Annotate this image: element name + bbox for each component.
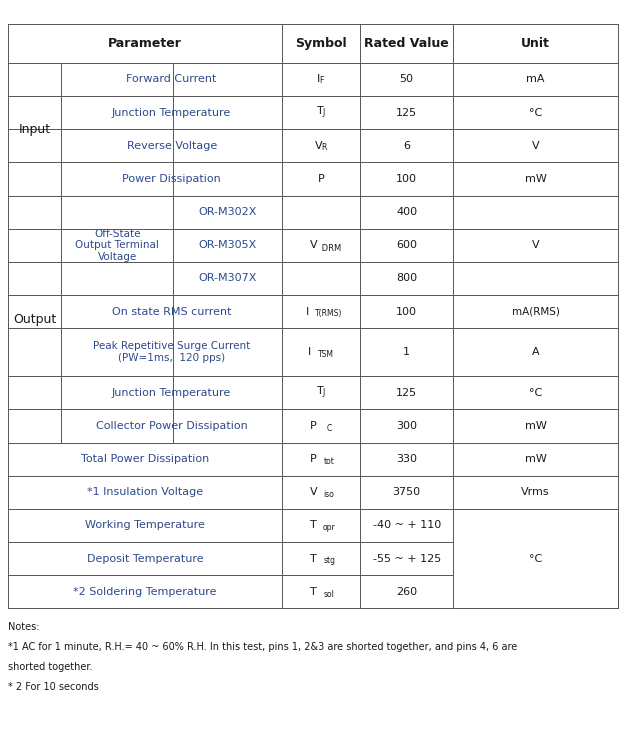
Text: mW: mW [525, 454, 546, 464]
Text: V: V [310, 240, 318, 250]
Text: Rated Value: Rated Value [364, 36, 449, 50]
Text: A: A [532, 347, 539, 357]
Text: Notes:: Notes: [8, 622, 39, 632]
Text: T(RMS): T(RMS) [315, 309, 342, 318]
Text: °C: °C [529, 108, 542, 117]
Text: mA: mA [526, 74, 545, 85]
Text: Vrms: Vrms [521, 487, 550, 497]
Text: -40 ~ + 110: -40 ~ + 110 [372, 520, 441, 531]
Text: V: V [532, 240, 539, 250]
Text: 800: 800 [396, 273, 417, 283]
Text: mW: mW [525, 421, 546, 431]
Text: °C: °C [529, 554, 542, 564]
Text: Output: Output [13, 313, 56, 325]
Text: I: I [308, 347, 311, 357]
Text: Deposit Temperature: Deposit Temperature [87, 554, 204, 564]
Text: 100: 100 [396, 174, 417, 184]
Text: P: P [310, 421, 317, 431]
Text: opr: opr [323, 523, 336, 532]
Text: $\mathregular{T_J}$: $\mathregular{T_J}$ [316, 105, 326, 121]
Text: $\mathregular{I_F}$: $\mathregular{I_F}$ [317, 73, 325, 86]
Text: 50: 50 [400, 74, 413, 85]
Text: OR-M305X: OR-M305X [198, 240, 257, 250]
Text: 400: 400 [396, 207, 417, 217]
Text: Symbol: Symbol [295, 36, 347, 50]
Text: Unit: Unit [521, 36, 550, 50]
Text: Junction Temperature: Junction Temperature [112, 108, 231, 117]
Text: T: T [310, 520, 317, 531]
Text: OR-M302X: OR-M302X [198, 207, 257, 217]
Text: Input: Input [19, 123, 51, 136]
Text: DRM: DRM [319, 244, 342, 253]
Text: *1 Insulation Voltage: *1 Insulation Voltage [87, 487, 203, 497]
Text: I: I [306, 307, 309, 317]
Text: stg: stg [323, 557, 335, 565]
Text: Forward Current: Forward Current [126, 74, 217, 85]
Text: T: T [310, 587, 317, 597]
Text: P: P [310, 454, 317, 464]
Text: V: V [310, 487, 317, 497]
Text: mW: mW [525, 174, 546, 184]
Text: C: C [327, 424, 332, 432]
Text: V: V [532, 140, 539, 151]
Text: Power Dissipation: Power Dissipation [122, 174, 221, 184]
Text: 300: 300 [396, 421, 417, 431]
Text: 600: 600 [396, 240, 417, 250]
Text: sol: sol [324, 589, 334, 599]
Text: * 2 For 10 seconds: * 2 For 10 seconds [8, 681, 98, 692]
Text: 125: 125 [396, 388, 417, 398]
Text: $\mathregular{V_R}$: $\mathregular{V_R}$ [314, 139, 329, 153]
Text: Working Temperature: Working Temperature [85, 520, 205, 531]
Text: iso: iso [324, 490, 334, 499]
Text: 6: 6 [403, 140, 410, 151]
Text: shorted together.: shorted together. [8, 662, 92, 672]
Text: Parameter: Parameter [108, 36, 182, 50]
Text: Peak Repetitive Surge Current
(PW=1ms,  120 pps): Peak Repetitive Surge Current (PW=1ms, 1… [93, 341, 250, 363]
Text: 1: 1 [403, 347, 410, 357]
Text: T: T [310, 554, 317, 564]
Text: 3750: 3750 [393, 487, 421, 497]
Bar [453, 509, 618, 609]
Text: TSM: TSM [318, 350, 334, 359]
Text: *1 AC for 1 minute, R.H.= 40 ~ 60% R.H. In this test, pins 1, 2&3 are shorted to: *1 AC for 1 minute, R.H.= 40 ~ 60% R.H. … [8, 642, 517, 652]
Text: P: P [318, 174, 324, 184]
Text: Junction Temperature: Junction Temperature [112, 388, 231, 398]
Text: *2 Soldering Temperature: *2 Soldering Temperature [73, 587, 216, 597]
Text: 260: 260 [396, 587, 417, 597]
Text: 125: 125 [396, 108, 417, 117]
Text: OR-M307X: OR-M307X [198, 273, 257, 283]
Text: 100: 100 [396, 307, 417, 317]
Text: 330: 330 [396, 454, 417, 464]
Text: mA(RMS): mA(RMS) [512, 307, 559, 317]
Text: Reverse Voltage: Reverse Voltage [126, 140, 217, 151]
Text: On state RMS current: On state RMS current [112, 307, 231, 317]
Text: Collector Power Dissipation: Collector Power Dissipation [96, 421, 248, 431]
Text: Off-State
Output Terminal
Voltage: Off-State Output Terminal Voltage [75, 229, 159, 262]
Text: -55 ~ + 125: -55 ~ + 125 [372, 554, 441, 564]
Text: °C: °C [529, 388, 542, 398]
Text: $\mathregular{T_J}$: $\mathregular{T_J}$ [316, 385, 326, 401]
Text: tot: tot [324, 457, 334, 466]
Text: Total Power Dissipation: Total Power Dissipation [81, 454, 209, 464]
